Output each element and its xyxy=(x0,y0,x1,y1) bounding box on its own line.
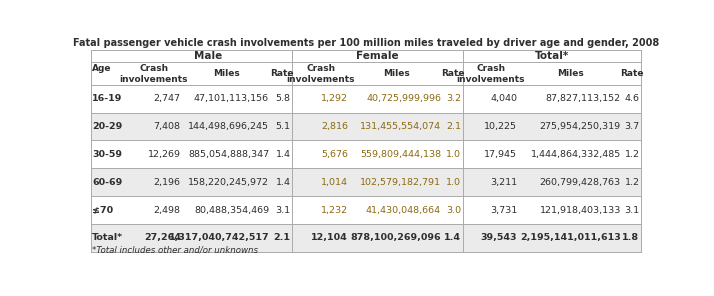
Text: 275,954,250,319: 275,954,250,319 xyxy=(540,122,621,131)
Text: 4,040: 4,040 xyxy=(490,94,517,103)
Text: Crash
involvements: Crash involvements xyxy=(287,64,356,83)
Text: 12,104: 12,104 xyxy=(311,234,348,242)
Text: 2.1: 2.1 xyxy=(273,234,291,242)
Text: 121,918,403,133: 121,918,403,133 xyxy=(540,206,621,215)
Text: 1.4: 1.4 xyxy=(276,178,291,187)
Bar xyxy=(91,85,641,113)
Text: 4.6: 4.6 xyxy=(625,94,640,103)
Text: 3.2: 3.2 xyxy=(446,94,461,103)
Text: 878,100,269,096: 878,100,269,096 xyxy=(351,234,441,242)
Text: Fatal passenger vehicle crash involvements per 100 million miles traveled by dri: Fatal passenger vehicle crash involvemen… xyxy=(73,38,659,48)
Text: 40,725,999,996: 40,725,999,996 xyxy=(366,94,441,103)
Bar xyxy=(91,113,641,141)
Text: 39,543: 39,543 xyxy=(481,234,517,242)
Text: 885,054,888,347: 885,054,888,347 xyxy=(188,150,269,159)
Text: 3.0: 3.0 xyxy=(446,206,461,215)
Text: 47,101,113,156: 47,101,113,156 xyxy=(194,94,269,103)
Text: Crash
involvements: Crash involvements xyxy=(119,64,188,83)
Text: 1.4: 1.4 xyxy=(444,234,461,242)
Text: 1.4: 1.4 xyxy=(276,150,291,159)
Text: Miles: Miles xyxy=(383,69,410,78)
Text: *Total includes other and/or unknowns: *Total includes other and/or unknowns xyxy=(92,246,258,255)
Text: 1.2: 1.2 xyxy=(625,178,640,187)
Text: 1,014: 1,014 xyxy=(321,178,348,187)
Text: 60-69: 60-69 xyxy=(92,178,123,187)
Text: 559,809,444,138: 559,809,444,138 xyxy=(360,150,441,159)
Text: Total*: Total* xyxy=(535,51,569,61)
Text: 3.7: 3.7 xyxy=(624,122,640,131)
Text: 80,488,354,469: 80,488,354,469 xyxy=(194,206,269,215)
Text: 260,799,428,763: 260,799,428,763 xyxy=(540,178,621,187)
Text: 1.2: 1.2 xyxy=(625,150,640,159)
Text: 87,827,113,152: 87,827,113,152 xyxy=(545,94,621,103)
Bar xyxy=(91,141,641,168)
Text: Rate: Rate xyxy=(270,69,293,78)
Text: 2,195,141,011,613: 2,195,141,011,613 xyxy=(521,234,621,242)
Text: 3,211: 3,211 xyxy=(490,178,517,187)
Text: 2,747: 2,747 xyxy=(154,94,181,103)
Text: 5,676: 5,676 xyxy=(321,150,348,159)
Text: 5.1: 5.1 xyxy=(276,122,291,131)
Text: 1,232: 1,232 xyxy=(321,206,348,215)
Text: Rate: Rate xyxy=(620,69,643,78)
Text: Female: Female xyxy=(356,51,399,61)
Text: 3.1: 3.1 xyxy=(276,206,291,215)
Text: 5.8: 5.8 xyxy=(276,94,291,103)
Text: Male: Male xyxy=(194,51,223,61)
Bar xyxy=(91,224,641,252)
Text: 41,430,048,664: 41,430,048,664 xyxy=(366,206,441,215)
Text: 102,579,182,791: 102,579,182,791 xyxy=(360,178,441,187)
Text: ≰70: ≰70 xyxy=(92,206,114,215)
Text: Age: Age xyxy=(92,64,112,73)
Text: 1.0: 1.0 xyxy=(446,178,461,187)
Text: 1.0: 1.0 xyxy=(446,150,461,159)
Text: 1,292: 1,292 xyxy=(321,94,348,103)
Text: 2,816: 2,816 xyxy=(321,122,348,131)
Text: Miles: Miles xyxy=(557,69,584,78)
Text: 7,408: 7,408 xyxy=(154,122,181,131)
Text: 12,269: 12,269 xyxy=(148,150,181,159)
Text: 16-19: 16-19 xyxy=(92,94,123,103)
Text: 2,196: 2,196 xyxy=(154,178,181,187)
Bar xyxy=(91,196,641,224)
Text: Crash
involvements: Crash involvements xyxy=(456,64,525,83)
Text: 2,498: 2,498 xyxy=(154,206,181,215)
Text: 2.1: 2.1 xyxy=(446,122,461,131)
Text: 1.8: 1.8 xyxy=(623,234,640,242)
Bar xyxy=(91,168,641,196)
Text: 20-29: 20-29 xyxy=(92,122,123,131)
Text: 1,444,864,332,485: 1,444,864,332,485 xyxy=(531,150,621,159)
Text: 144,498,696,245: 144,498,696,245 xyxy=(188,122,269,131)
Text: 17,945: 17,945 xyxy=(484,150,517,159)
Text: 30-59: 30-59 xyxy=(92,150,122,159)
Text: 131,455,554,074: 131,455,554,074 xyxy=(360,122,441,131)
Text: 1,317,040,742,517: 1,317,040,742,517 xyxy=(169,234,269,242)
Text: 27,264: 27,264 xyxy=(144,234,181,242)
Text: 3.1: 3.1 xyxy=(624,206,640,215)
Text: 3,731: 3,731 xyxy=(490,206,517,215)
Text: 10,225: 10,225 xyxy=(484,122,517,131)
Text: 158,220,245,972: 158,220,245,972 xyxy=(188,178,269,187)
Text: Miles: Miles xyxy=(213,69,240,78)
Text: Total*: Total* xyxy=(92,234,124,242)
Text: Rate: Rate xyxy=(441,69,465,78)
